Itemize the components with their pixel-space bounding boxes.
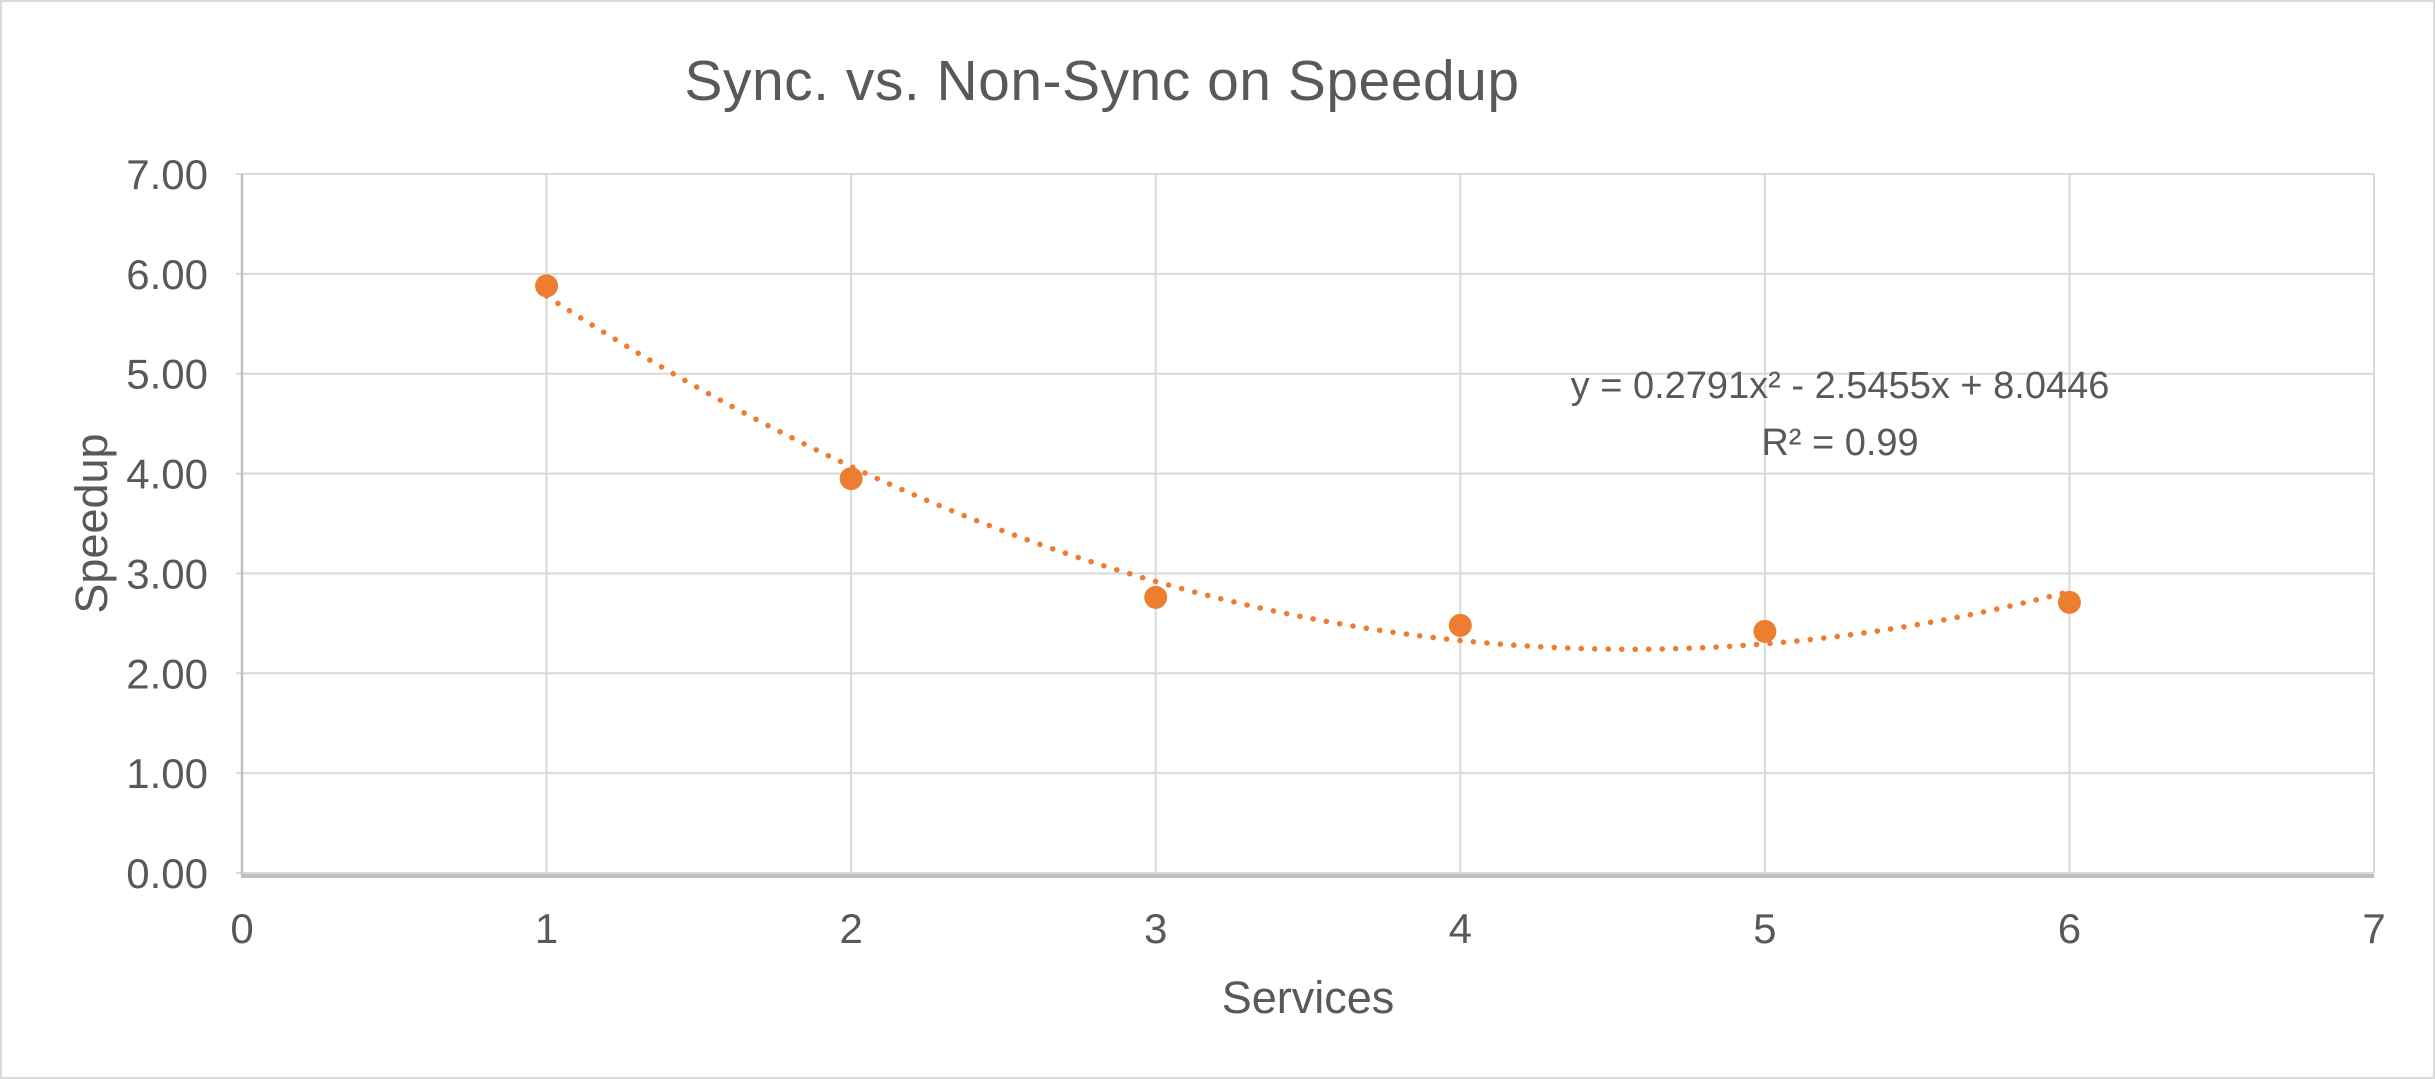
data-point [839, 467, 863, 491]
data-point [535, 274, 559, 298]
x-tick-label: 4 [1449, 905, 1472, 952]
y-tick-label: 4.00 [126, 451, 208, 498]
x-tick-label: 0 [230, 905, 253, 952]
data-point [2057, 590, 2081, 614]
y-tick-label: 0.00 [126, 850, 208, 897]
y-tick-label: 6.00 [126, 251, 208, 298]
trendline-equation: y = 0.2791x² - 2.5455x + 8.0446 [1570, 365, 2110, 407]
y-tick-label: 7.00 [126, 151, 208, 198]
trendline-label: y = 0.2791x² - 2.5455x + 8.0446 R² = 0.9… [1490, 358, 2190, 472]
y-tick-label: 3.00 [126, 550, 208, 597]
data-point [1448, 613, 1472, 637]
x-tick-label: 5 [1753, 905, 1776, 952]
data-point [1753, 619, 1777, 643]
y-axis-title: Speedup [66, 433, 117, 613]
trendline-r-squared: R² = 0.99 [1761, 422, 1919, 464]
data-point [1144, 585, 1168, 609]
y-tick-label: 5.00 [126, 351, 208, 398]
x-tick-label: 3 [1144, 905, 1167, 952]
x-tick-label: 1 [535, 905, 558, 952]
y-tick-label: 1.00 [126, 750, 208, 797]
y-tick-label: 2.00 [126, 650, 208, 697]
x-tick-label: 6 [2058, 905, 2081, 952]
x-tick-label: 7 [2362, 905, 2385, 952]
x-tick-label: 2 [839, 905, 862, 952]
chart-title: Sync. vs. Non-Sync on Speedup [684, 49, 1520, 113]
x-axis-title: Services [1222, 972, 1395, 1023]
